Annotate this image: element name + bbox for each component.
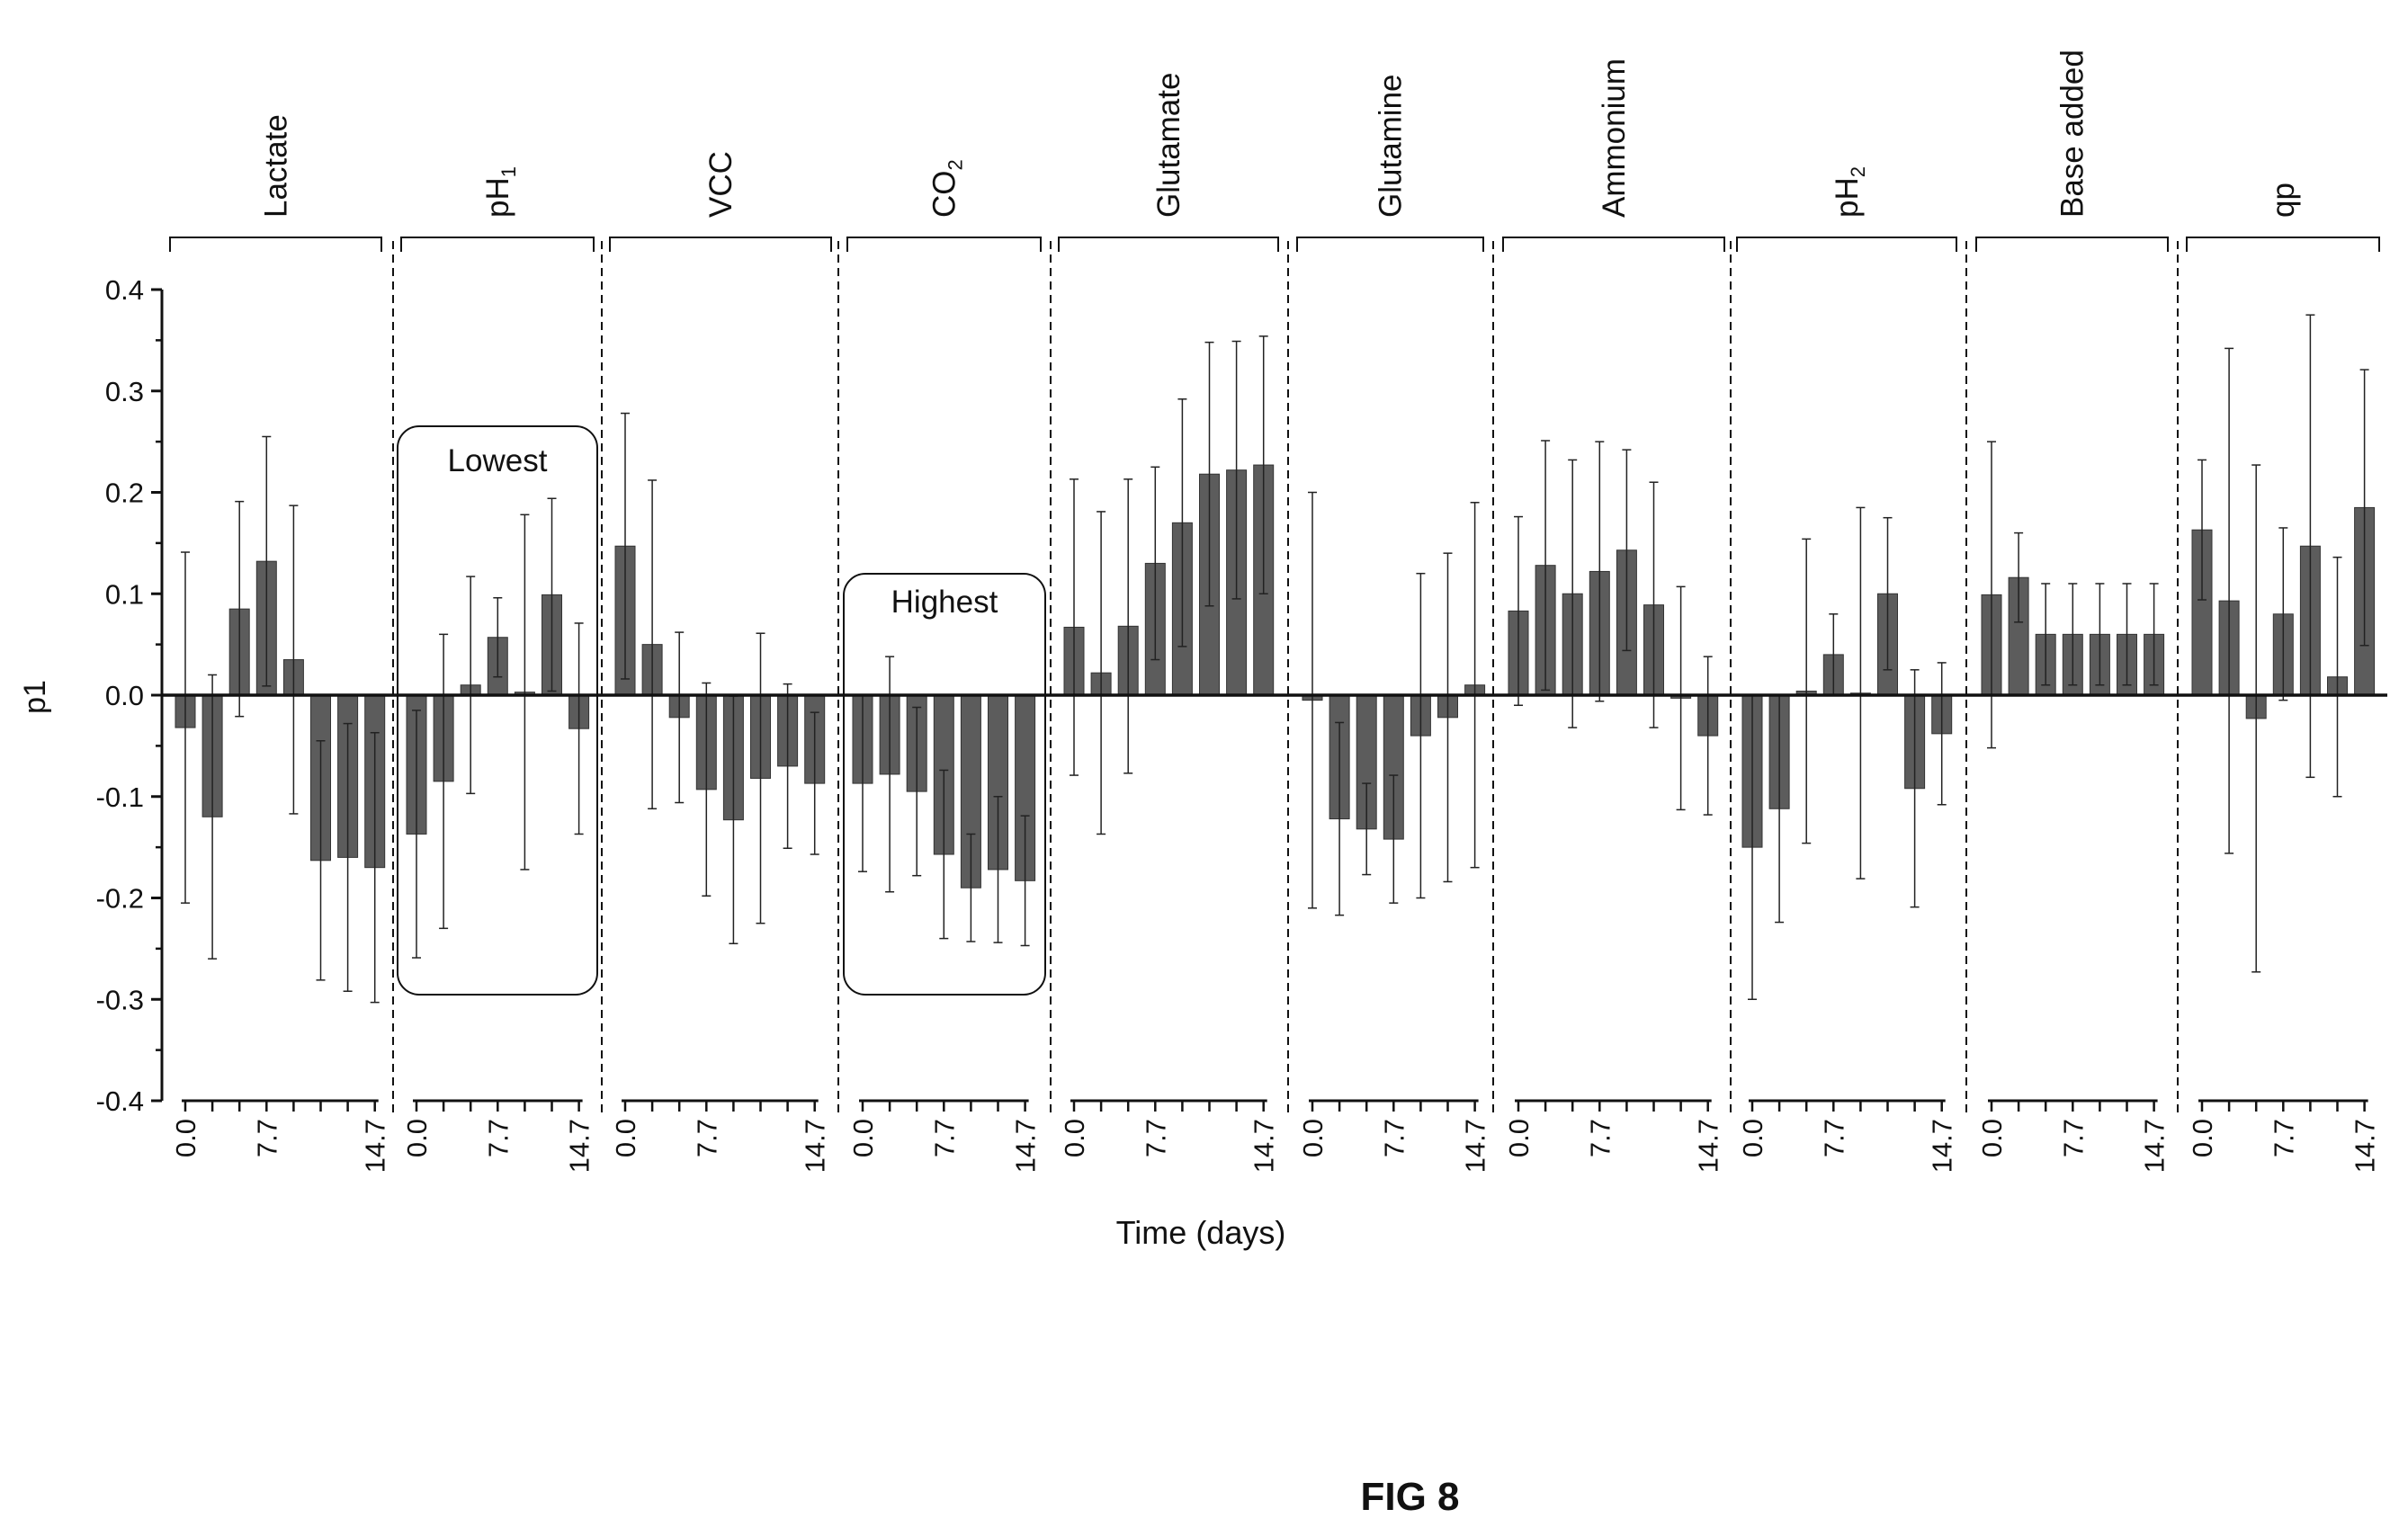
x-tick-label: 14.7 <box>2139 1119 2171 1173</box>
x-tick-label: 7.7 <box>1378 1119 1410 1157</box>
x-tick-label: 0.0 <box>170 1119 201 1157</box>
group-label: Ammonium <box>1597 58 1632 218</box>
y-tick-label: 0.0 <box>105 680 144 711</box>
x-tick-label: 14.7 <box>1010 1119 1042 1173</box>
x-axis-label: Time (days) <box>1116 1214 1286 1251</box>
y-tick-label: -0.1 <box>96 781 144 813</box>
figure-label: FIG 8 <box>1360 1475 1460 1519</box>
annotation-label: Lowest <box>448 443 548 478</box>
group-label: qp <box>2266 183 2301 218</box>
group-bracket <box>846 237 1042 252</box>
group-label: Glutamine <box>1374 74 1409 218</box>
y-tick-label: -0.2 <box>96 883 144 915</box>
x-tick-label: 0.0 <box>847 1119 879 1157</box>
error-bars <box>181 314 2369 1004</box>
y-axis: 0.4 0.3 0.2 0.1 0.0 -0.1 -0.2 -0.3 -0.4 <box>96 274 2387 1117</box>
x-tick-label: 7.7 <box>1584 1119 1616 1157</box>
y-tick-label: 0.3 <box>105 376 144 407</box>
x-tick-label: 7.7 <box>2057 1119 2089 1157</box>
x-tick-label: 14.7 <box>1249 1119 1280 1173</box>
annotation-box <box>843 573 1046 996</box>
x-tick-label: 7.7 <box>1818 1119 1849 1157</box>
x-tick-label: 14.7 <box>1460 1119 1491 1173</box>
group-label: CO2 <box>927 159 967 218</box>
group-label: Base added <box>2055 49 2090 218</box>
bars <box>175 464 2376 889</box>
x-tick-label: 14.7 <box>1693 1119 1724 1173</box>
x-tick-label: 7.7 <box>482 1119 514 1157</box>
x-tick-label: 14.7 <box>800 1119 831 1173</box>
group-label: pH2 <box>1830 166 1869 218</box>
group-dividers <box>392 241 2179 1113</box>
x-tick-label: 0.0 <box>1976 1119 2008 1157</box>
x-tick-label: 0.0 <box>1297 1119 1329 1157</box>
group-bracket <box>1975 237 2169 252</box>
x-tick-label: 0.0 <box>1737 1119 1768 1157</box>
group-brackets: Lactate pH1 VCC CO2 Glutamate Glutamine Ammoni… <box>169 49 2380 252</box>
group-bracket <box>169 237 382 252</box>
annotation-label: Highest <box>891 585 998 620</box>
x-tick-label: 7.7 <box>2268 1119 2299 1157</box>
y-tick-label: 0.2 <box>105 478 144 509</box>
x-tick-label: 0.0 <box>1059 1119 1090 1157</box>
x-tick-label: 14.7 <box>564 1119 595 1173</box>
x-tick-label: 7.7 <box>251 1119 282 1157</box>
x-tick-label: 7.7 <box>691 1119 722 1157</box>
group-bracket <box>1502 237 1725 252</box>
group-bracket <box>1058 237 1279 252</box>
x-tick-label: 7.7 <box>1140 1119 1171 1157</box>
x-axes: 0.0 7.7 14.7 0.0 7.7 14.7 0.0 7.7 14.7 0.0 7.7 14.7… <box>170 1099 2381 1173</box>
group-label: Lactate <box>259 114 294 218</box>
group-bracket <box>609 237 832 252</box>
y-tick-label: -0.4 <box>96 1085 144 1117</box>
y-tick-label: -0.3 <box>96 984 144 1015</box>
y-tick-label: 0.1 <box>105 578 144 610</box>
x-tick-label: 0.0 <box>610 1119 641 1157</box>
y-axis-label: p1 <box>18 680 52 714</box>
group-bracket <box>1296 237 1484 252</box>
y-tick-label: 0.4 <box>105 274 144 306</box>
group-bracket <box>2186 237 2380 252</box>
x-tick-label: 0.0 <box>1503 1119 1535 1157</box>
x-tick-label: 14.7 <box>1927 1119 1958 1173</box>
group-label-subscript: 2 <box>1847 166 1869 177</box>
annotations: Lowest Highest <box>397 425 1046 996</box>
group-label: VCC <box>703 151 739 218</box>
x-tick-label: 14.7 <box>360 1119 391 1173</box>
group-bracket <box>1736 237 1957 252</box>
x-tick-label: 14.7 <box>2350 1119 2381 1173</box>
group-bracket <box>400 237 595 252</box>
x-tick-label: 7.7 <box>928 1119 960 1157</box>
group-label: Glutamate <box>1151 73 1186 218</box>
annotation-box <box>397 425 598 996</box>
x-tick-label: 0.0 <box>401 1119 433 1157</box>
x-tick-label: 0.0 <box>2187 1119 2218 1157</box>
group-label: pH1 <box>480 166 520 218</box>
group-label-subscript: 1 <box>497 166 520 177</box>
group-label-subscript: 2 <box>944 159 967 170</box>
